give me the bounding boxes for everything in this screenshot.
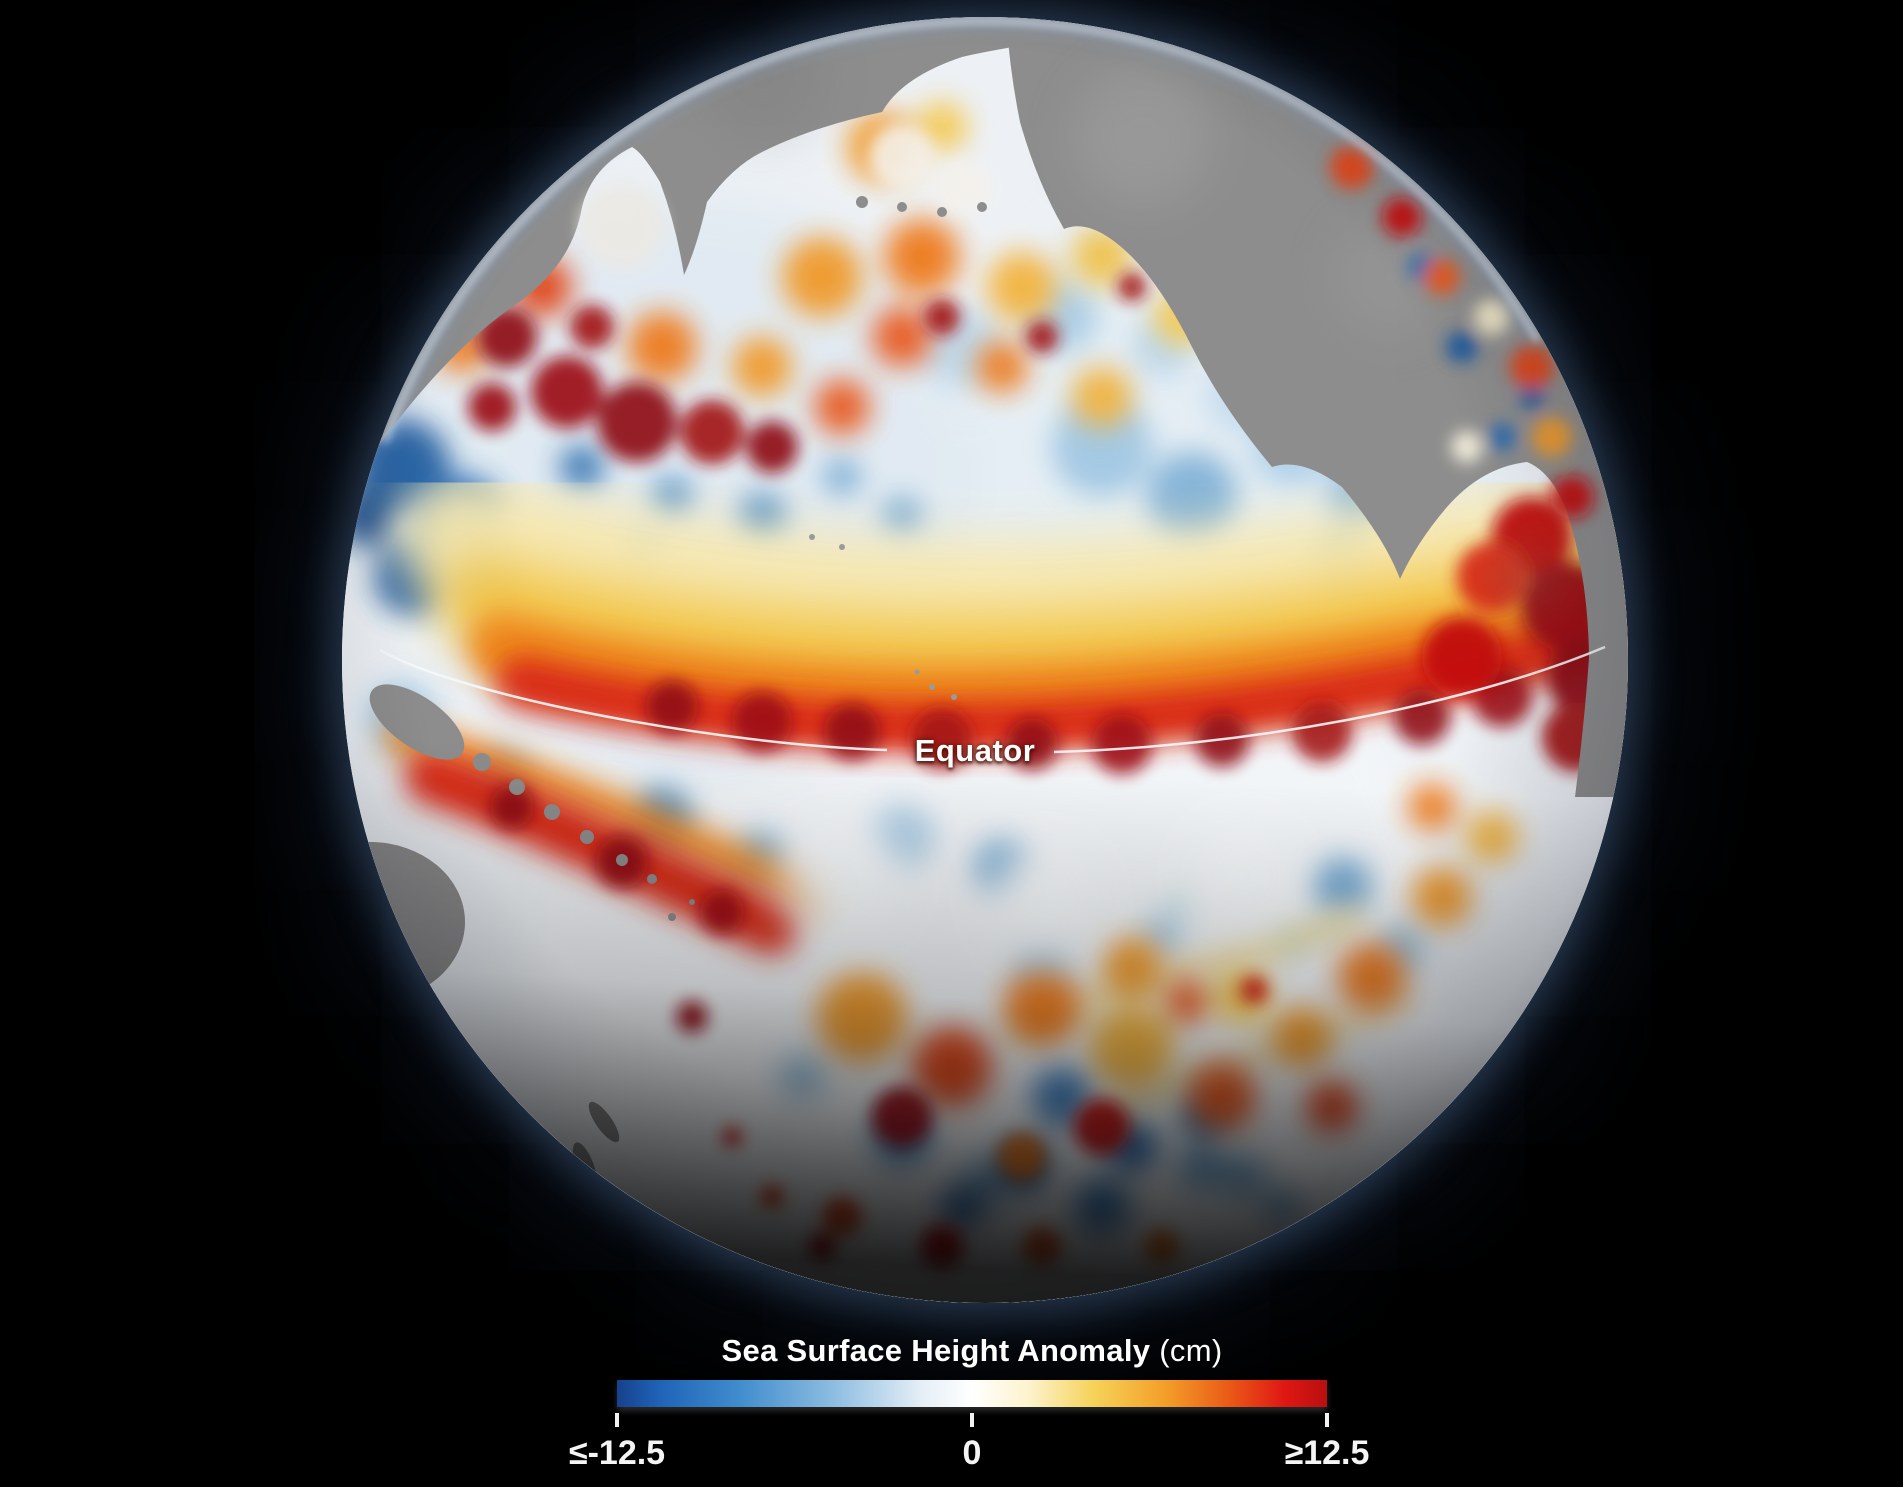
legend-title: Sea Surface Height Anomaly (cm) — [617, 1332, 1327, 1370]
globe — [342, 17, 1628, 1303]
colorbar-label-zero: 0 — [962, 1434, 982, 1472]
colorbar-label-min: ≤-12.5 — [568, 1434, 666, 1472]
colorbar-tick-max — [1325, 1413, 1329, 1427]
colorbar-label-max: ≥12.5 — [1284, 1434, 1370, 1472]
colorbar-tick-min — [615, 1413, 619, 1427]
colorbar-tick-zero — [970, 1413, 974, 1427]
globe-anomaly-art — [342, 17, 1628, 1303]
legend-unit: (cm) — [1159, 1333, 1223, 1368]
legend-title-text: Sea Surface Height Anomaly — [721, 1333, 1151, 1368]
equator-label: Equator — [914, 733, 1036, 768]
legend: Sea Surface Height Anomaly (cm) ≤-12.5 0 … — [569, 1332, 1370, 1472]
colorbar — [617, 1380, 1327, 1407]
